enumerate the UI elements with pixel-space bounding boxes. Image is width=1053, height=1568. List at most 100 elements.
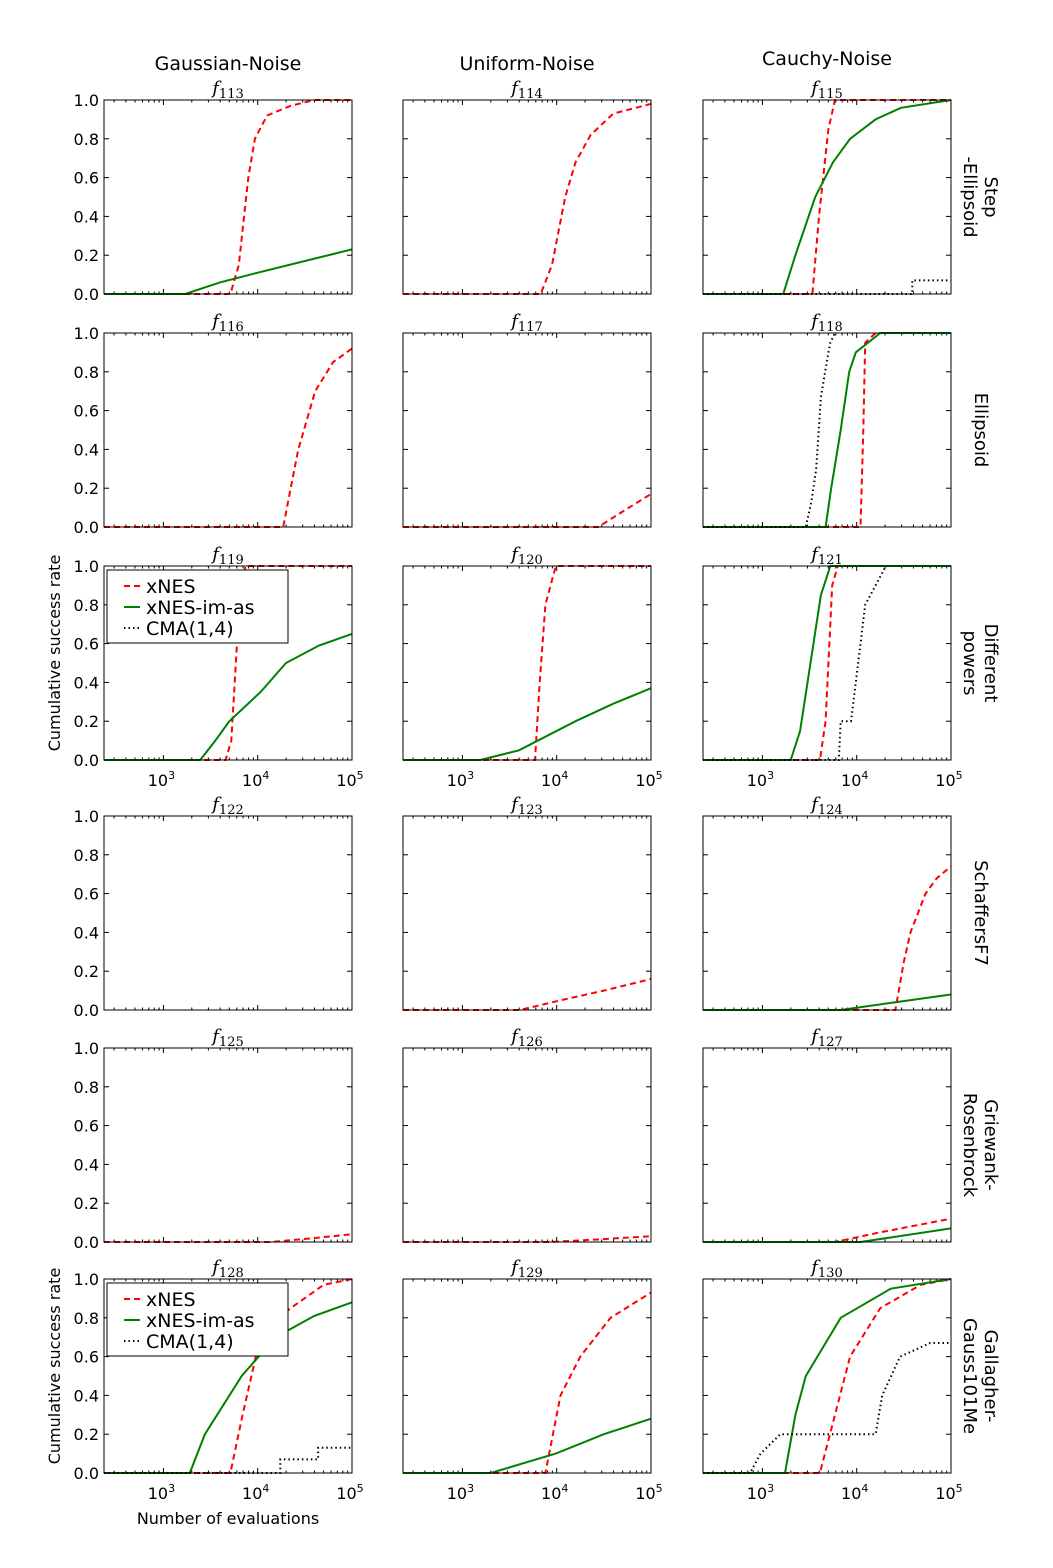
row-label: Step-Ellipsoid	[959, 156, 1001, 237]
legend-label: xNES	[146, 1289, 196, 1311]
panel-title: f129	[509, 1257, 543, 1281]
legend-label: CMA(1,4)	[146, 618, 234, 640]
x-tick-label: 103	[447, 1482, 474, 1503]
legend-label: CMA(1,4)	[146, 1331, 234, 1353]
series-xnes	[403, 565, 651, 761]
x-tick-label: 103	[747, 769, 774, 790]
plot-frame	[702, 99, 952, 295]
plot-frame	[702, 1047, 952, 1243]
column-title: Cauchy-Noise	[762, 48, 892, 70]
legend-label: xNES-im-as	[146, 1310, 255, 1332]
panel-124: f124	[702, 794, 952, 1011]
x-tick-label: 105	[336, 1482, 363, 1503]
panel-title: f118	[809, 311, 843, 335]
y-tick-label: 0.2	[74, 246, 99, 265]
panel-114: f114	[402, 78, 652, 295]
x-tick-label: 105	[635, 769, 662, 790]
panel-113: f113 0.0 0.2 0.4 0.6 0.8 1.0	[74, 78, 353, 304]
y-tick-label: 1.0	[74, 1270, 99, 1289]
series-xnes	[403, 493, 651, 528]
panel-115: f115	[702, 78, 952, 295]
series-xnes	[403, 978, 651, 1011]
plot-frame	[402, 565, 652, 761]
panel-title: f122	[210, 794, 244, 818]
y-tick-label: 0.0	[74, 1233, 99, 1252]
panel-116: f116 0.0 0.2 0.4 0.6 0.8 1.0	[74, 311, 353, 537]
series-cma-1-4-	[703, 1342, 951, 1474]
y-tick-label: 0.6	[74, 1348, 99, 1367]
y-tick-label: 1.0	[74, 91, 99, 110]
x-tick-label: 103	[747, 1482, 774, 1503]
y-tick-label: 0.6	[74, 169, 99, 188]
panel-title: f114	[509, 78, 543, 102]
y-tick-label: 0.4	[74, 440, 99, 459]
plot-frame	[103, 99, 353, 295]
plot-frame	[103, 565, 353, 761]
series-xnes	[703, 99, 951, 295]
x-tick-label: 104	[242, 769, 269, 790]
y-tick-label: 0.0	[74, 751, 99, 770]
plot-frame	[402, 815, 652, 1011]
y-tick-label: 0.0	[74, 285, 99, 304]
plot-frame	[702, 1278, 952, 1474]
y-tick-label: 0.4	[74, 923, 99, 942]
series-xnes	[703, 865, 951, 1011]
panel-title: f128	[210, 1257, 244, 1281]
y-tick-label: 0.2	[74, 1194, 99, 1213]
plot-frame	[402, 99, 652, 295]
y-tick-label: 0.4	[74, 207, 99, 226]
y-tick-label: 0.8	[74, 846, 99, 865]
y-tick-label: 1.0	[74, 1039, 99, 1058]
y-tick-label: 1.0	[74, 324, 99, 343]
x-tick-label: 104	[541, 769, 568, 790]
panel-title: f121	[809, 544, 843, 568]
series-xnes	[703, 332, 951, 528]
series-xnes-im-as	[703, 565, 951, 761]
plot-frame	[402, 1047, 652, 1243]
x-tick-label: 105	[635, 1482, 662, 1503]
series-xnes-im-as	[104, 632, 352, 761]
panel-title: f119	[210, 544, 244, 568]
y-tick-label: 0.0	[74, 1464, 99, 1483]
panel-122: f122 0.0 0.2 0.4 0.6 0.8 1.0	[74, 794, 353, 1020]
series-xnes-im-as	[703, 1278, 951, 1474]
panel-128: f128 0.0 0.2 0.4 0.6 0.8 1.0 103 104 105 xNESxNES-…	[45, 1257, 364, 1528]
plot-frame	[702, 332, 952, 528]
panel-117: f117	[402, 311, 652, 528]
y-axis-label: Cumulative success rate	[45, 555, 64, 752]
panel-title: f130	[809, 1257, 843, 1281]
plot-frame	[103, 1047, 353, 1243]
y-tick-label: 0.8	[74, 363, 99, 382]
panel-123: f123	[402, 794, 652, 1011]
x-tick-label: 103	[148, 1482, 175, 1503]
x-tick-label: 103	[447, 769, 474, 790]
y-tick-label: 0.4	[74, 1155, 99, 1174]
panel-title: f124	[809, 794, 843, 818]
x-tick-label: 103	[148, 769, 175, 790]
series-xnes-im-as	[104, 248, 352, 295]
y-axis-label: Cumulative success rate	[45, 1268, 64, 1465]
y-tick-label: 0.2	[74, 1425, 99, 1444]
panel-130: f130 103 104 105	[702, 1257, 963, 1503]
y-tick-label: 0.6	[74, 1117, 99, 1136]
y-tick-label: 0.8	[74, 130, 99, 149]
series-xnes-im-as	[403, 1417, 651, 1474]
series-xnes	[104, 99, 352, 295]
x-tick-label: 104	[242, 1482, 269, 1503]
y-tick-label: 0.8	[74, 596, 99, 615]
x-tick-label: 105	[935, 769, 962, 790]
series-xnes	[703, 1217, 951, 1243]
panel-title: f117	[509, 311, 543, 335]
panel-title: f125	[210, 1026, 244, 1050]
y-tick-label: 0.2	[74, 479, 99, 498]
x-tick-label: 105	[336, 769, 363, 790]
y-tick-label: 1.0	[74, 807, 99, 826]
y-tick-label: 0.4	[74, 673, 99, 692]
y-tick-label: 0.8	[74, 1309, 99, 1328]
plot-frame	[402, 332, 652, 528]
y-tick-label: 0.0	[74, 1001, 99, 1020]
x-axis-label: Number of evaluations	[137, 1509, 319, 1528]
panel-118: f118	[702, 311, 952, 528]
x-tick-label: 104	[841, 1482, 868, 1503]
